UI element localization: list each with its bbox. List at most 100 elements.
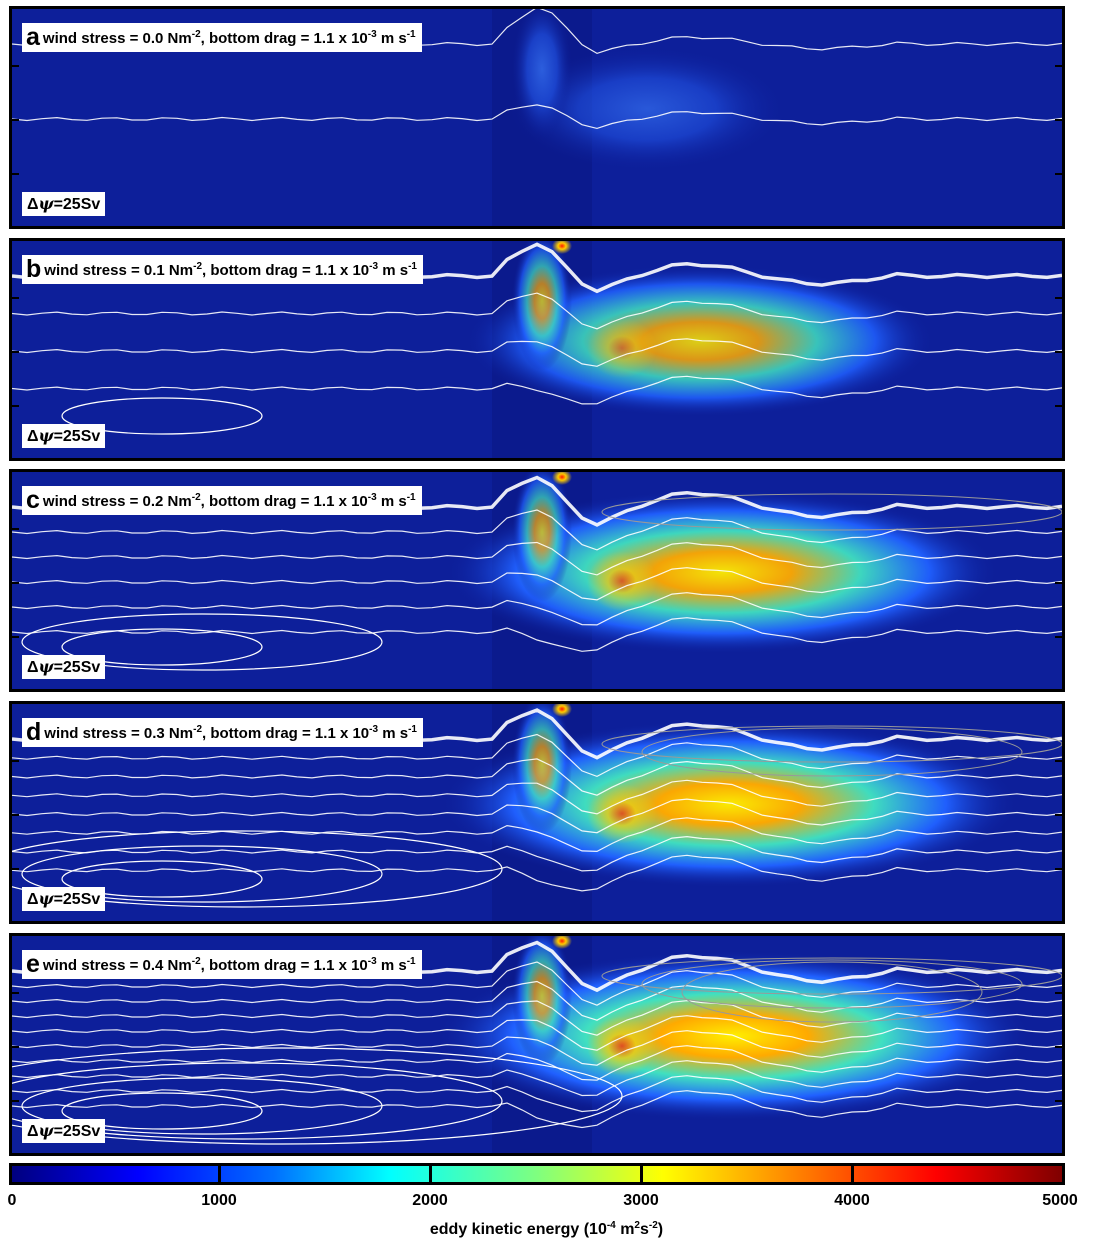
exponent: -1 [408, 261, 417, 272]
axis-ticks [12, 936, 20, 1153]
gyre-contour [21, 845, 383, 903]
exponent: -2 [191, 29, 201, 40]
contour-interval-value: =25Sv [53, 891, 101, 908]
streamline-contour [12, 1045, 1062, 1081]
streamline-contour [12, 1030, 1062, 1066]
colorbar-tick-label: 2000 [412, 1192, 448, 1209]
streamline-contour [12, 854, 1062, 892]
exponent: -3 [369, 724, 379, 735]
streamline-contour [12, 509, 1062, 551]
bottom-drag-text: , bottom drag = 1.1 x 10 [202, 262, 370, 279]
negative-contour [601, 957, 1062, 995]
streamline-contour [12, 1075, 1062, 1113]
axis-ticks [1054, 241, 1062, 458]
streamline-contour [12, 567, 1062, 601]
bottom-drag-text: , bottom drag = 1.1 x 10 [200, 957, 368, 974]
axis-tick [12, 992, 19, 994]
contour-interval-value: =25Sv [53, 659, 101, 676]
bottom-drag-text: , bottom drag = 1.1 x 10 [200, 493, 368, 510]
contour-interval-value: =25Sv [53, 1123, 101, 1140]
streamline-contour [12, 541, 1062, 576]
axis-tick [1055, 351, 1062, 353]
axis-tick [1055, 992, 1062, 994]
wind-stress-text: wind stress = 0.2 Nm [42, 493, 192, 510]
exponent: -3 [369, 261, 379, 272]
axis-ticks [1054, 472, 1062, 689]
contour-interval-label: Δψ=25Sv [22, 192, 106, 216]
streamline-contour [12, 733, 1062, 778]
wind-stress-text: wind stress = 0.1 Nm [44, 262, 194, 279]
axis-tick [1055, 528, 1062, 530]
negative-contour [601, 725, 1062, 763]
panel-e: e wind stress = 0.4 Nm-2, bottom drag = 1… [9, 933, 1065, 1156]
streamline-contour [12, 375, 1062, 405]
axis-tick [1055, 173, 1062, 175]
eke-field [12, 704, 1062, 921]
panel-a: a wind stress = 0.0 Nm-2, bottom drag = 1… [9, 6, 1065, 229]
exponent: -1 [406, 956, 416, 967]
negative-contour [601, 493, 1062, 531]
exponent: -2 [191, 492, 201, 503]
streamline-contour [12, 758, 1062, 796]
gyre-contour [61, 1092, 263, 1130]
axis-ticks [1054, 936, 1062, 1153]
exponent: -1 [408, 724, 417, 735]
contour-interval-value: =25Sv [53, 428, 101, 445]
gyre-contour [12, 830, 503, 908]
panel-title: d wind stress = 0.3 Nm-2, bottom drag = 1… [22, 718, 423, 747]
unit-text: m s [376, 493, 407, 510]
streamline-contour [12, 617, 1062, 652]
axis-tick [12, 528, 19, 530]
streamline-contour [12, 980, 1062, 1021]
unit-text: m s [376, 957, 407, 974]
contour-interval-label: Δψ=25Sv [22, 655, 106, 679]
streamline-contour [12, 817, 1062, 853]
wind-stress-text: wind stress = 0.0 Nm [42, 30, 192, 47]
axis-tick [1055, 1100, 1062, 1102]
gyre-contour [21, 613, 383, 671]
colorbar-tick-label: 4000 [834, 1192, 870, 1209]
streamline-contour [12, 1090, 1062, 1129]
axis-tick [12, 868, 19, 870]
axis-tick [1055, 405, 1062, 407]
colorbar-tick-label: 5000 [1042, 1192, 1078, 1209]
axis-ticks [12, 472, 20, 689]
unit-text: m s [378, 262, 409, 279]
axis-ticks [1054, 9, 1062, 226]
axis-tick [1055, 760, 1062, 762]
negative-contour [681, 961, 983, 1023]
panel-letter: e [26, 950, 40, 978]
streamline-contour [12, 798, 1062, 834]
unit-text: m s [378, 725, 409, 742]
streamline-contour [12, 338, 1062, 367]
colorbar-tick [429, 1166, 432, 1182]
streamline-contour [12, 1015, 1062, 1051]
panel-title: c wind stress = 0.2 Nm-2, bottom drag = 1… [22, 486, 422, 515]
exponent: -3 [367, 492, 377, 503]
streamline-contour [12, 104, 1062, 130]
axis-tick [1055, 1046, 1062, 1048]
axis-tick [1055, 582, 1062, 584]
streamline-contour [12, 1000, 1062, 1036]
unit-text: m s [376, 30, 407, 47]
colorbar-tick-label: 3000 [623, 1192, 659, 1209]
axis-ticks [1054, 704, 1062, 921]
streamline-contour [12, 1060, 1062, 1097]
axis-tick [12, 351, 19, 353]
exponent: -2 [193, 724, 203, 735]
panel-c: c wind stress = 0.2 Nm-2, bottom drag = 1… [9, 469, 1065, 692]
gyre-contour [12, 1047, 623, 1145]
axis-ticks [12, 9, 20, 226]
streamline-contour [12, 779, 1062, 815]
exponent: -3 [367, 29, 377, 40]
gyre-contour [12, 1062, 503, 1140]
colorbar-tick [640, 1166, 643, 1182]
colorbar-tick-label: 0 [7, 1192, 17, 1209]
axis-tick [1055, 119, 1062, 121]
bottom-drag-text: , bottom drag = 1.1 x 10 [202, 725, 370, 742]
exponent: -1 [406, 492, 416, 503]
negative-contour [641, 959, 1023, 1009]
axis-tick [1055, 297, 1062, 299]
gyre-contour [61, 628, 263, 666]
axis-tick [1055, 814, 1062, 816]
